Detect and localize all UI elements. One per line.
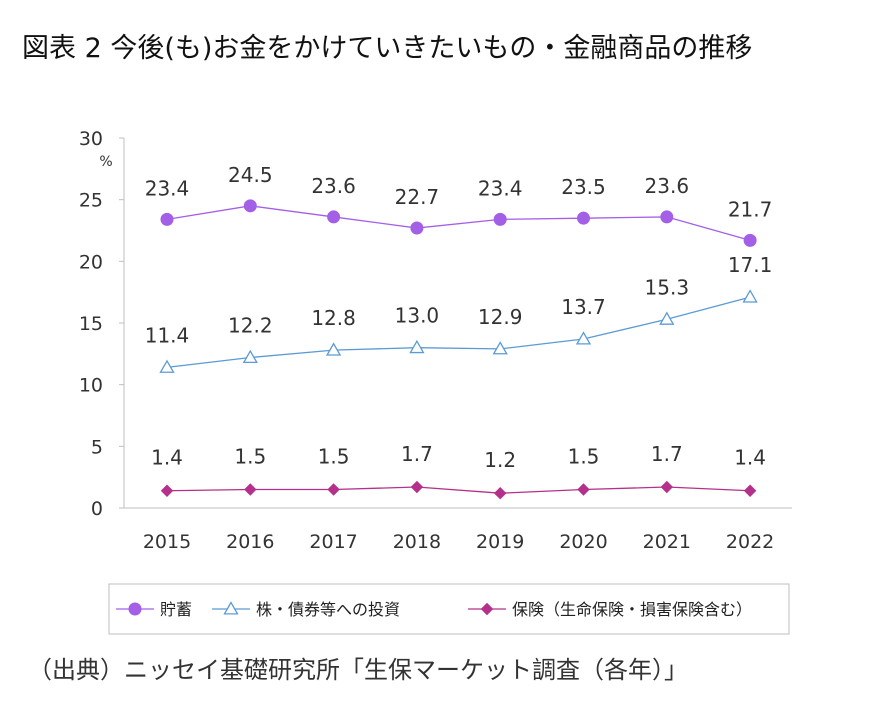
data-point (327, 483, 340, 496)
data-label: 17.1 (728, 253, 773, 277)
data-point (160, 484, 174, 497)
data-label: 1.7 (651, 442, 683, 466)
y-tick-label: 10 (79, 375, 103, 397)
data-label: 21.7 (728, 197, 773, 221)
source-note: （出典）ニッセイ基礎研究所「生保マーケット調査（各年）」 (28, 656, 688, 684)
data-label: 1.5 (318, 445, 350, 469)
y-tick-label: 25 (79, 190, 103, 212)
x-tick-label: 2021 (643, 531, 691, 553)
data-label: 13.0 (395, 304, 440, 328)
x-tick-label: 2020 (559, 531, 607, 553)
series-line (166, 486, 751, 494)
y-tick-label: 15 (79, 313, 103, 335)
x-tick-label: 2016 (226, 531, 274, 553)
data-label: 12.8 (311, 306, 356, 330)
data-label: 12.9 (478, 305, 523, 329)
legend-label: 保険（生命保険・損害保険含む） (512, 600, 752, 619)
data-label: 23.6 (311, 174, 356, 198)
data-point (743, 484, 757, 497)
series-1: 11.4 12.2 12.8 13.0 12.9 13.7 15.3 17.1 (145, 253, 773, 373)
data-point (325, 342, 342, 356)
data-label: 12.2 (228, 314, 273, 338)
data-point (742, 289, 758, 303)
x-tick-label: 2018 (393, 531, 441, 553)
data-point (577, 211, 590, 225)
y-tick-label: 0 (91, 498, 103, 520)
data-label: 23.4 (478, 176, 523, 200)
legend-marker (223, 601, 239, 615)
legend-label: 貯蓄 (160, 600, 192, 619)
series-0: 23.4 24.5 23.6 22.7 23.4 23.5 23.6 21.7 (145, 163, 773, 247)
data-point (659, 311, 675, 325)
y-unit-label: % (99, 154, 112, 170)
y-tick-label: 5 (91, 436, 103, 458)
data-point (327, 210, 341, 224)
series-lines: 23.4 24.5 23.6 22.7 23.4 23.5 23.6 21.7 11.4 12.2… (145, 163, 773, 500)
legend: 貯蓄 株・債券等への投資 保険（生命保険・損害保険含む） (108, 583, 790, 635)
series-line (166, 205, 751, 241)
data-point (160, 212, 174, 226)
data-point (660, 480, 674, 494)
data-label: 22.7 (395, 185, 440, 209)
data-point (244, 483, 257, 496)
x-tick-label: 2022 (726, 531, 774, 553)
y-axis: 0 5 10 15 20 25 30% (79, 128, 125, 520)
data-label: 24.5 (228, 163, 273, 187)
data-point (575, 331, 592, 345)
x-axis: 2015 2016 2017 2018 2019 2020 2021 2022 (124, 507, 792, 553)
x-tick-label: 2015 (143, 531, 191, 553)
legend-marker (480, 602, 494, 616)
data-label: 13.7 (561, 295, 606, 319)
data-label: 15.3 (645, 275, 690, 299)
data-point (493, 212, 507, 226)
data-point (492, 341, 508, 355)
series-line (166, 296, 751, 369)
data-label: 1.5 (568, 445, 600, 469)
data-label: 1.4 (734, 446, 766, 470)
legend-marker (128, 602, 142, 616)
series-2: 1.4 1.5 1.5 1.7 1.2 1.5 1.7 1.4 (151, 442, 766, 500)
data-label: 23.4 (145, 176, 190, 200)
data-label: 1.5 (234, 445, 266, 469)
data-point (660, 210, 674, 224)
y-tick-label: 20 (79, 251, 103, 273)
chart-title: 図表 2 今後(も)お金をかけていきたいもの・金融商品の推移 (22, 33, 753, 64)
legend-label: 株・債券等への投資 (256, 600, 400, 619)
y-tick-label: 30 (79, 128, 103, 150)
data-point (577, 483, 590, 496)
data-label: 23.5 (561, 175, 606, 199)
data-point (493, 486, 507, 500)
data-point (409, 339, 425, 354)
data-point (410, 480, 424, 494)
data-label: 1.7 (401, 442, 433, 466)
data-label: 23.6 (645, 174, 690, 198)
data-label: 1.4 (151, 446, 183, 470)
x-tick-label: 2019 (476, 531, 524, 553)
data-point (159, 359, 175, 373)
data-point (410, 221, 424, 235)
data-point (243, 199, 257, 213)
data-point (743, 233, 757, 247)
data-point (242, 349, 258, 364)
data-label: 11.4 (145, 323, 190, 347)
data-label: 1.2 (484, 448, 516, 472)
x-tick-label: 2017 (309, 531, 357, 553)
